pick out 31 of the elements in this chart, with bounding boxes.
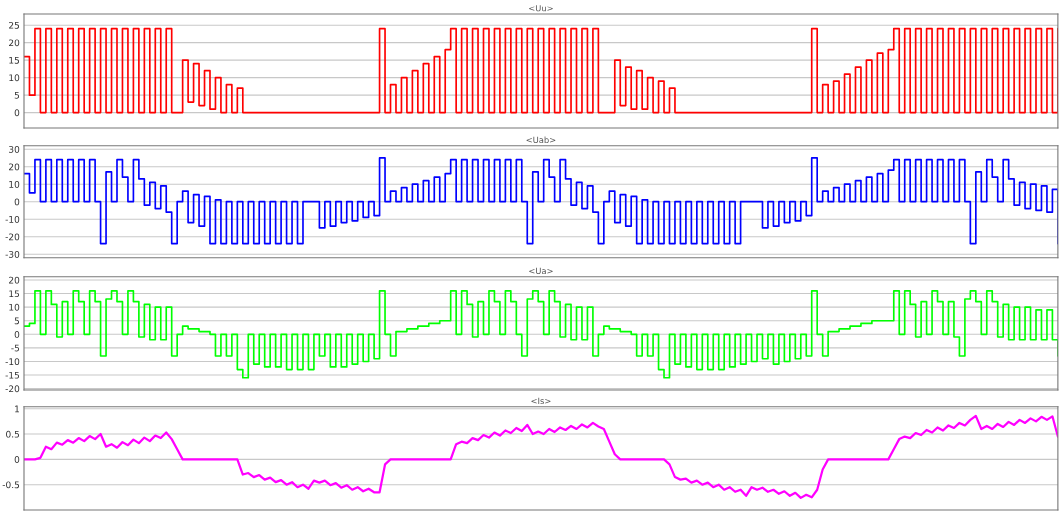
y-tick-label: -0.5 xyxy=(2,481,20,489)
y-tick-label: 20 xyxy=(9,163,20,171)
y-tick-label: -15 xyxy=(5,371,20,379)
chart-title: <Ua> xyxy=(529,267,553,275)
y-tick-label: -5 xyxy=(11,344,20,352)
y-tick-label: 0 xyxy=(14,198,20,206)
y-tick-label: 10 xyxy=(9,303,20,311)
chart-title: <Uu> xyxy=(529,5,553,12)
y-tick-label: 5 xyxy=(14,317,20,325)
y-tick-label: -30 xyxy=(5,250,20,258)
y-tick-label: 30 xyxy=(9,145,20,153)
y-tick-label: 15 xyxy=(9,290,20,298)
y-tick-label: 0.5 xyxy=(6,430,20,438)
y-tick-label: -20 xyxy=(5,385,20,393)
y-tick-label: -20 xyxy=(5,233,20,241)
y-tick-label: -10 xyxy=(5,215,20,223)
line-series xyxy=(24,414,1058,499)
y-tick-label: 0 xyxy=(14,331,20,338)
y-tick-label: 5 xyxy=(14,91,20,99)
y-tick-label: 1 xyxy=(15,405,19,413)
y-tick-label: 10 xyxy=(9,180,20,188)
chart-title: <Is> xyxy=(531,397,551,405)
y-tick-label: 20 xyxy=(9,276,20,284)
y-tick-label: 0 xyxy=(14,456,20,463)
y-tick-label: 0 xyxy=(14,109,20,117)
chart-title: <Uab> xyxy=(526,136,556,144)
y-tick-label: 10 xyxy=(9,74,20,82)
y-tick-label: 25 xyxy=(9,21,20,29)
y-tick-label: 20 xyxy=(9,39,20,47)
y-tick-label: 15 xyxy=(9,57,20,64)
y-tick-label: -10 xyxy=(5,358,20,366)
